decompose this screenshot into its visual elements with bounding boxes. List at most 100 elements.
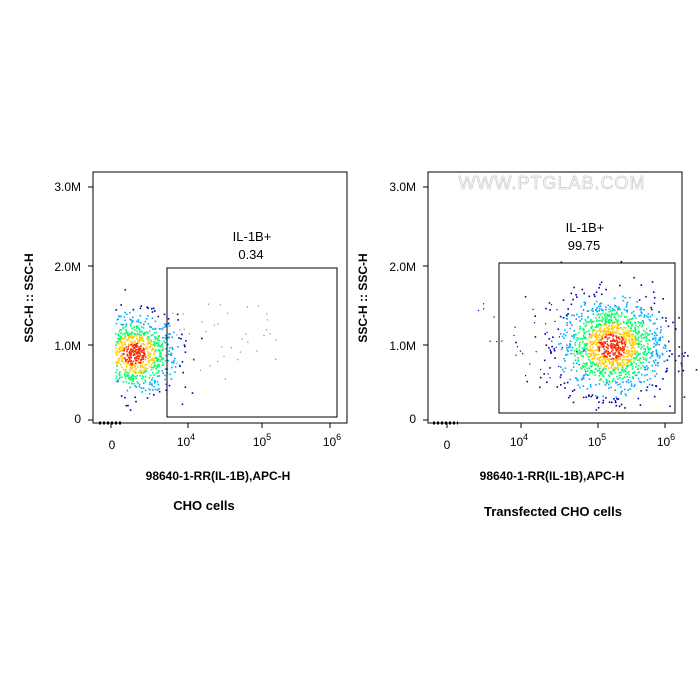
scatter-point <box>135 375 137 378</box>
scatter-point <box>118 374 121 376</box>
scatter-point <box>599 305 602 307</box>
scatter-point <box>596 396 599 398</box>
scatter-point <box>611 344 614 347</box>
scatter-point <box>604 355 606 357</box>
scatter-point <box>647 334 649 336</box>
scatter-point <box>620 403 623 406</box>
scatter-point <box>613 344 616 346</box>
scatter-point <box>161 364 164 366</box>
scatter-point <box>658 339 660 342</box>
scatter-point <box>629 296 631 299</box>
scatter-point <box>579 341 581 344</box>
scatter-point <box>156 389 159 391</box>
scatter-point <box>640 390 642 392</box>
scatter-point <box>591 371 594 374</box>
scatter-point <box>682 369 685 372</box>
scatter-point <box>552 336 554 338</box>
scatter-point <box>168 336 170 339</box>
scatter-point <box>622 321 625 323</box>
scatter-point <box>120 355 123 357</box>
scatter-point <box>116 360 119 363</box>
scatter-point <box>610 371 613 374</box>
scatter-point <box>150 345 152 347</box>
scatter-point <box>612 354 615 356</box>
scatter-point <box>157 372 160 374</box>
scatter-point <box>152 389 154 391</box>
x-axis-label-left: 98640-1-RR(IL-1B),APC-H <box>146 469 291 483</box>
scatter-point <box>633 314 636 316</box>
scatter-point <box>624 388 626 391</box>
scatter-point <box>139 329 141 331</box>
scatter-point <box>628 319 631 321</box>
scatter-point <box>140 343 143 345</box>
scatter-point <box>605 346 608 348</box>
scatter-point <box>642 322 645 324</box>
scatter-point <box>595 333 598 335</box>
scatter-point <box>599 327 602 329</box>
scatter-point <box>142 387 145 389</box>
gate-box-right[interactable] <box>498 262 676 414</box>
scatter-point <box>612 362 614 365</box>
gate-box-left[interactable] <box>166 267 338 418</box>
scatter-point <box>582 355 584 358</box>
scatter-point <box>595 343 597 346</box>
scatter-point <box>630 337 633 340</box>
scatter-point <box>597 325 599 327</box>
scatter-point <box>563 357 565 360</box>
scatter-point <box>640 367 642 369</box>
scatter-point <box>618 307 620 310</box>
scatter-point <box>596 348 599 351</box>
scatter-point <box>146 397 149 399</box>
scatter-point <box>172 348 174 350</box>
scatter-point <box>588 394 590 396</box>
scatter-point <box>616 340 618 343</box>
scatter-point <box>137 366 139 368</box>
scatter-point <box>652 338 654 341</box>
scatter-point <box>118 372 120 375</box>
scatter-point <box>621 345 624 348</box>
scatter-point <box>145 346 147 349</box>
scatter-point <box>621 312 623 314</box>
scatter-point <box>619 362 621 364</box>
scatter-point <box>626 346 628 349</box>
scatter-point <box>600 364 602 367</box>
scatter-point <box>620 368 623 371</box>
scatter-point <box>647 349 650 351</box>
scatter-point <box>619 383 621 385</box>
scatter-point <box>616 381 619 384</box>
scatter-point <box>134 350 137 352</box>
scatter-point <box>601 345 604 348</box>
scatter-outlier <box>585 371 587 373</box>
scatter-point <box>607 329 610 332</box>
scatter-point <box>642 356 645 359</box>
scatter-point <box>680 362 683 365</box>
scatter-point <box>617 343 619 346</box>
scatter-point <box>125 359 127 362</box>
scatter-point <box>139 307 142 310</box>
scatter-point <box>634 341 636 343</box>
scatter-point <box>622 364 624 367</box>
scatter-point <box>123 348 126 350</box>
scatter-point <box>630 347 633 350</box>
scatter-point <box>145 364 147 366</box>
scatter-point <box>164 354 167 357</box>
scatter-point <box>569 378 571 381</box>
scatter-point <box>615 335 618 338</box>
plot-frame-right <box>427 171 683 424</box>
scatter-point <box>600 342 602 344</box>
scatter-point <box>597 313 599 316</box>
scatter-point <box>627 358 629 361</box>
scatter-point <box>644 374 646 377</box>
scatter-point <box>650 306 652 309</box>
scatter-point <box>151 371 154 374</box>
scatter-point <box>633 356 636 359</box>
scatter-points-right <box>477 261 698 411</box>
scatter-point <box>133 382 136 385</box>
scatter-point <box>612 334 615 337</box>
scatter-point <box>567 396 570 399</box>
scatter-point <box>620 362 622 364</box>
scatter-point <box>600 308 603 311</box>
scatter-point <box>594 329 596 332</box>
scatter-point <box>130 337 133 339</box>
